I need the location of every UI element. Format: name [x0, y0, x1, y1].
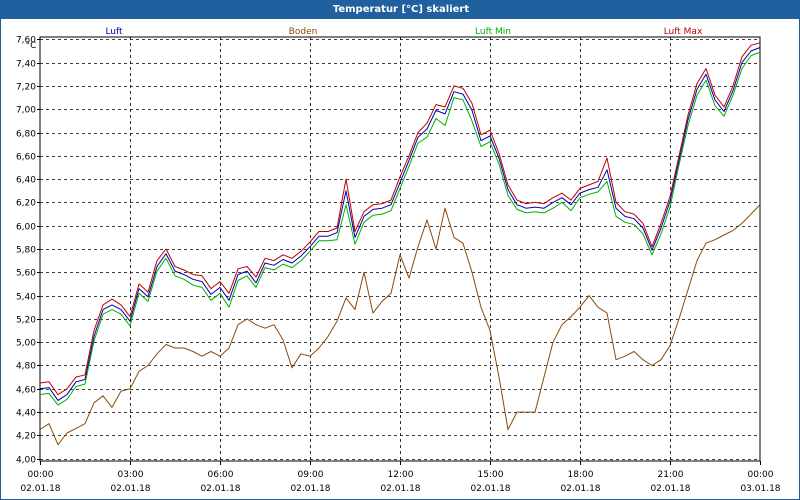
x-tick-label-time: 15:00: [478, 470, 504, 480]
x-tick-label-date: 02.01.18: [110, 484, 150, 494]
legend-entry: Luft Min: [475, 27, 511, 37]
x-tick-label-time: 18:00: [568, 470, 594, 480]
x-tick-label-time: 21:00: [658, 470, 684, 480]
x-tick-label-time: 03:00: [118, 470, 144, 480]
legend-entry: Boden: [289, 27, 318, 37]
x-tick-label-time: 09:00: [298, 470, 324, 480]
x-tick-label-date: 03.01.18: [740, 484, 780, 494]
series-line-luft: [39, 47, 761, 401]
legend-entry: Luft Max: [664, 27, 703, 37]
y-tick-label: 4,20: [16, 432, 36, 442]
y-tick-label: 5,80: [16, 246, 36, 256]
x-tick-label-time: 00:00: [28, 470, 54, 480]
y-tick-label: 4,00: [16, 456, 36, 466]
y-tick-label: 4,40: [16, 409, 36, 419]
series-line-boden: [39, 204, 761, 446]
x-tick-label-date: 02.01.18: [380, 484, 420, 494]
x-tick-label-time: 06:00: [208, 470, 234, 480]
series-line-luft-min: [39, 51, 761, 406]
y-axis-unit-label: °C: [26, 41, 37, 51]
y-tick-label: 6,40: [16, 176, 36, 186]
x-tick-label-date: 02.01.18: [560, 484, 600, 494]
y-tick-label: 7,40: [16, 60, 36, 70]
x-tick-label-date: 02.01.18: [290, 484, 330, 494]
y-tick-label: 6,20: [16, 199, 36, 209]
y-tick-label: 7,00: [16, 106, 36, 116]
y-tick-label: 5,60: [16, 269, 36, 279]
y-tick-label: 5,00: [16, 339, 36, 349]
x-tick-label-date: 02.01.18: [200, 484, 240, 494]
x-tick-label-date: 02.01.18: [650, 484, 690, 494]
series-line-luft-max: [39, 42, 761, 396]
y-tick-label: 7,20: [16, 83, 36, 93]
chart-title: Temperatur [°C] skaliert: [1, 0, 800, 19]
legend-entry: Luft: [105, 27, 123, 37]
y-tick-label: 6,80: [16, 130, 36, 140]
y-tick-label: 6,60: [16, 153, 36, 163]
y-tick-label: 4,60: [16, 386, 36, 396]
x-tick-label-time: 00:00: [748, 470, 774, 480]
y-tick-label: 4,80: [16, 362, 36, 372]
y-tick-label: 5,40: [16, 293, 36, 303]
y-tick-label: 7,60: [16, 36, 36, 46]
x-tick-label-date: 02.01.18: [20, 484, 60, 494]
y-tick-label: 5,20: [16, 316, 36, 326]
y-tick-label: 6,00: [16, 223, 36, 233]
x-tick-label-time: 12:00: [388, 470, 414, 480]
x-tick-label-date: 02.01.18: [470, 484, 510, 494]
